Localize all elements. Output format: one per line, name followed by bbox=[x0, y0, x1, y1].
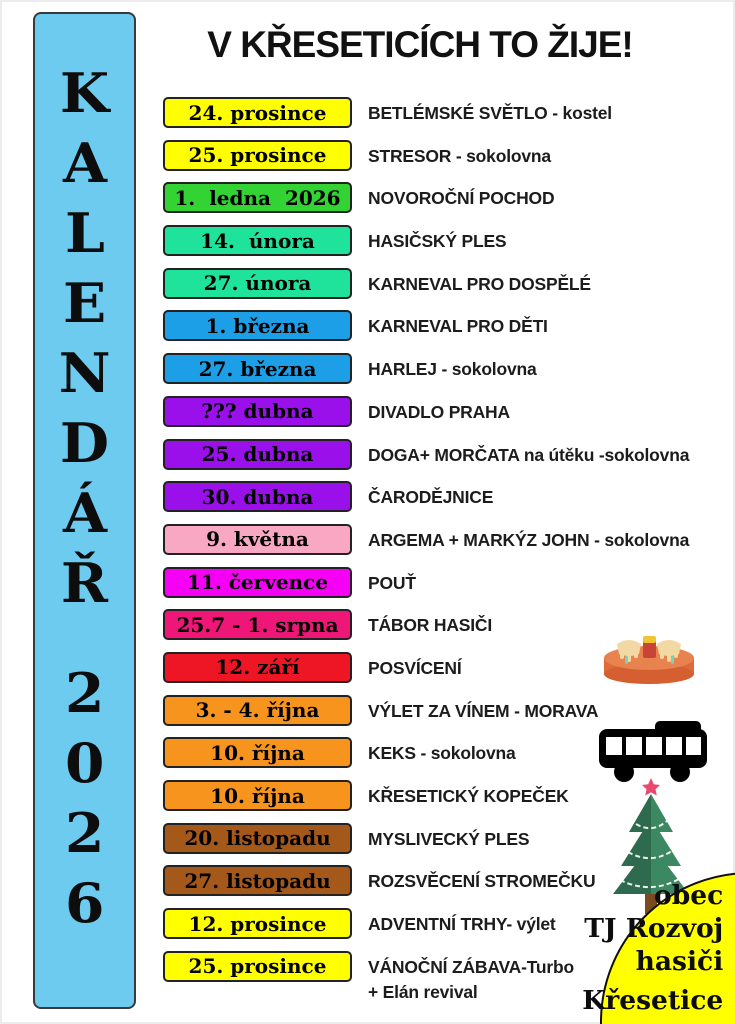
sidebar-letter: A bbox=[62, 131, 107, 195]
page-title: V KŘESETICÍCH TO ŽIJE! bbox=[207, 24, 634, 65]
footer-circle-line: hasiči bbox=[635, 947, 723, 977]
event-label: STRESOR - sokolovna bbox=[368, 145, 551, 166]
event-label: MYSLIVECKÝ PLES bbox=[368, 828, 530, 849]
event-row: 27. února KARNEVAL PRO DOSPĚLÉ bbox=[163, 267, 728, 311]
sidebar-letter: 6 bbox=[64, 871, 105, 935]
event-label: DOGA+ MORČATA na útěku -sokolovna bbox=[368, 444, 690, 465]
event-label: ČARODĚJNICE bbox=[368, 487, 494, 508]
event-label: HARLEJ - sokolovna bbox=[368, 359, 537, 380]
event-label: ADVENTNÍ TRHY- výlet bbox=[368, 914, 556, 935]
christmas-tree-icon bbox=[608, 778, 694, 921]
event-row: 11. července POUŤ bbox=[163, 566, 728, 610]
event-row: 27. listopadu ROZSVĚCENÍ STROMEČKU bbox=[163, 865, 728, 908]
event-label: BETLÉMSKÉ SVĚTLO - kostel bbox=[368, 103, 612, 123]
sidebar-letter: 0 bbox=[64, 731, 105, 795]
event-label: HASIČSKÝ PLES bbox=[368, 231, 507, 252]
bus-icon bbox=[597, 716, 709, 789]
event-date-badge: ??? dubna bbox=[163, 395, 352, 427]
event-row: 25. prosince VÁNOČNÍ ZÁBAVA-Turbo + Elán … bbox=[163, 950, 728, 1002]
footer-circle-line: obec bbox=[653, 881, 723, 911]
event-row: 12. prosince ADVENTNÍ TRHY- výlet bbox=[163, 908, 728, 951]
footer-circle-line: Křesetice bbox=[581, 986, 723, 1016]
event-date-badge: 1. března bbox=[163, 310, 352, 342]
sidebar-letter: K bbox=[59, 61, 110, 125]
event-row: 9. května ARGEMA + MARKÝZ JOHN - sokolovn… bbox=[163, 523, 728, 567]
event-label: DIVADLO PRAHA bbox=[368, 401, 510, 422]
event-date-badge: 27. února bbox=[163, 267, 352, 299]
event-label: KEKS - sokolovna bbox=[368, 743, 516, 764]
event-date-badge: 20. listopadu bbox=[163, 822, 352, 854]
event-date-badge: 30. dubna bbox=[163, 481, 352, 513]
event-row: 10. října KŘESETICKÝ KOPEČEK bbox=[163, 780, 728, 823]
event-row: 12. září POSVÍCENÍ bbox=[163, 651, 728, 695]
event-date-badge: 27. března bbox=[163, 353, 352, 385]
sidebar-letter: E bbox=[62, 271, 107, 335]
event-date-badge: 24. prosince bbox=[163, 97, 352, 128]
event-label: ROZSVĚCENÍ STROMEČKU bbox=[368, 871, 596, 892]
sidebar-letter: N bbox=[58, 341, 111, 405]
sidebar-letter: Á bbox=[62, 481, 107, 545]
event-row: 25. dubna DOGA+ MORČATA na útěku -sokolov… bbox=[163, 438, 728, 482]
event-row: 27. března HARLEJ - sokolovna bbox=[163, 353, 728, 396]
event-date-badge: 25. dubna bbox=[163, 438, 352, 470]
sidebar-letter: 2 bbox=[64, 801, 105, 865]
event-row: ??? dubna DIVADLO PRAHA bbox=[163, 395, 728, 439]
event-label: NOVOROČNÍ POCHOD bbox=[368, 188, 555, 209]
cake-icon bbox=[601, 622, 697, 691]
event-label: TÁBOR HASIČI bbox=[368, 615, 492, 636]
event-row: 25. prosince STRESOR - sokolovna bbox=[163, 139, 728, 183]
event-row: 1. ledna 2026 NOVOROČNÍ POCHOD bbox=[163, 182, 728, 225]
event-date-badge: 25. prosince bbox=[163, 950, 352, 982]
event-label: POSVÍCENÍ bbox=[368, 657, 462, 678]
event-label: VÝLET ZA VÍNEM - MORAVA bbox=[368, 700, 599, 721]
sidebar-letter: D bbox=[59, 411, 110, 475]
event-label: KARNEVAL PRO DOSPĚLÉ bbox=[368, 273, 591, 294]
event-row: 24. prosince BETLÉMSKÉ SVĚTLO - kostel bbox=[163, 97, 728, 140]
sidebar-letter: 2 bbox=[64, 661, 105, 725]
sidebar-letter: L bbox=[64, 201, 105, 265]
event-date-badge: 14. února bbox=[163, 225, 352, 257]
event-date-badge: 12. září bbox=[163, 651, 352, 683]
event-date-badge: 1. ledna 2026 bbox=[163, 182, 352, 214]
event-row: 14. února HASIČSKÝ PLES bbox=[163, 225, 728, 268]
event-row: 20. listopadu MYSLIVECKÝ PLES bbox=[163, 822, 728, 866]
event-date-badge: 3. - 4. října bbox=[163, 694, 352, 726]
event-row: 10. října KEKS - sokolovna bbox=[163, 737, 728, 780]
footer-circle-line: TJ Rozvoj bbox=[583, 914, 723, 944]
sidebar-letter: Ř bbox=[60, 551, 109, 615]
event-row: 30. dubna ČARODĚJNICE bbox=[163, 481, 728, 524]
event-label: KARNEVAL PRO DĚTI bbox=[368, 316, 548, 337]
event-date-badge: 10. října bbox=[163, 780, 352, 811]
event-row: 1. března KARNEVAL PRO DĚTI bbox=[163, 310, 728, 353]
event-date-badge: 25. prosince bbox=[163, 139, 352, 171]
event-date-badge: 9. května bbox=[163, 523, 352, 555]
event-date-badge: 11. července bbox=[163, 566, 352, 598]
event-label: KŘESETICKÝ KOPEČEK bbox=[368, 786, 569, 806]
event-date-badge: 25.7 - 1. srpna bbox=[163, 609, 352, 641]
event-date-badge: 27. listopadu bbox=[163, 865, 352, 897]
event-label: POUŤ bbox=[368, 572, 416, 593]
footer-circle-text: obec TJ Rozvoj hasiči Křesetice bbox=[581, 880, 723, 1018]
event-date-badge: 12. prosince bbox=[163, 908, 352, 940]
events-list: 24. prosince BETLÉMSKÉ SVĚTLO - kostel 25.… bbox=[163, 97, 728, 1002]
event-row: 25.7 - 1. srpna TÁBOR HASIČI bbox=[163, 609, 728, 652]
event-label: VÁNOČNÍ ZÁBAVA-Turbo + Elán revival bbox=[368, 956, 574, 1003]
event-row: 3. - 4. října VÝLET ZA VÍNEM - MORAVA bbox=[163, 694, 728, 738]
event-label: ARGEMA + MARKÝZ JOHN - sokolovna bbox=[368, 529, 690, 550]
event-date-badge: 10. října bbox=[163, 737, 352, 769]
